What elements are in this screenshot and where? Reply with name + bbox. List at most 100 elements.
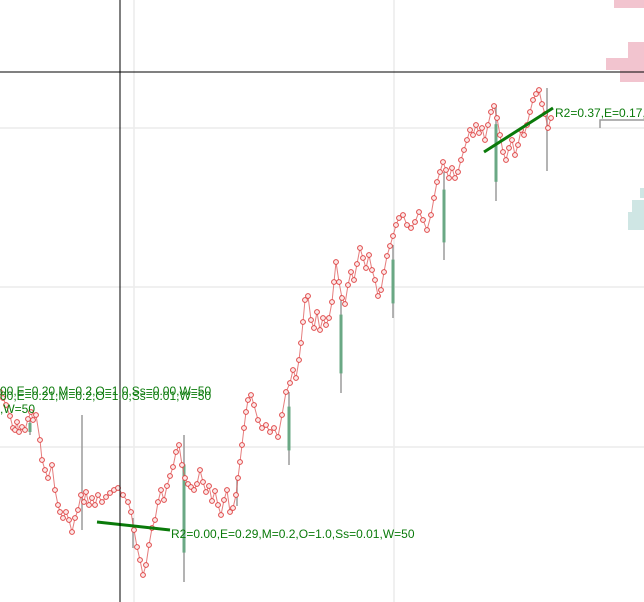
data-point bbox=[404, 222, 410, 228]
data-point bbox=[279, 412, 285, 418]
data-point bbox=[393, 222, 399, 228]
data-point bbox=[500, 149, 506, 155]
data-point bbox=[60, 515, 66, 521]
data-point bbox=[16, 429, 22, 435]
data-point bbox=[45, 475, 51, 481]
range-bar-body bbox=[287, 406, 291, 451]
data-point bbox=[209, 498, 215, 504]
data-point bbox=[360, 255, 366, 261]
data-point bbox=[107, 490, 113, 496]
data-point bbox=[125, 499, 131, 505]
data-point bbox=[86, 502, 92, 508]
data-point bbox=[351, 277, 357, 283]
range-bar-body bbox=[28, 423, 32, 432]
data-point bbox=[134, 544, 140, 550]
data-point bbox=[548, 115, 554, 121]
data-point bbox=[482, 137, 488, 143]
data-point bbox=[323, 322, 329, 328]
data-point bbox=[293, 375, 299, 381]
pink-block bbox=[628, 42, 644, 60]
pink-block bbox=[614, 0, 644, 8]
data-point bbox=[158, 487, 164, 493]
data-point bbox=[182, 475, 188, 481]
data-point bbox=[248, 392, 254, 398]
data-point bbox=[467, 127, 473, 133]
trend-lines bbox=[96, 106, 554, 532]
data-point bbox=[412, 219, 418, 225]
data-point bbox=[233, 492, 239, 498]
data-point bbox=[143, 562, 149, 568]
data-point bbox=[416, 209, 422, 215]
data-point bbox=[146, 542, 152, 548]
data-point bbox=[464, 137, 470, 143]
data-point bbox=[92, 502, 98, 508]
bracket-mark bbox=[599, 119, 644, 128]
data-point bbox=[255, 417, 261, 423]
data-point bbox=[63, 509, 69, 515]
data-point bbox=[200, 479, 206, 485]
data-point bbox=[326, 315, 332, 321]
data-point bbox=[396, 215, 402, 221]
data-point bbox=[506, 145, 512, 151]
data-point bbox=[308, 317, 314, 323]
data-point bbox=[235, 475, 241, 481]
data-point bbox=[533, 91, 539, 97]
data-point bbox=[271, 425, 277, 431]
data-point bbox=[329, 299, 335, 305]
teal-block bbox=[632, 200, 644, 212]
data-point bbox=[103, 494, 109, 500]
data-point bbox=[215, 502, 221, 508]
data-point bbox=[354, 261, 360, 267]
range-bars bbox=[28, 88, 548, 582]
teal-block bbox=[628, 212, 644, 230]
data-point bbox=[227, 509, 233, 515]
data-point bbox=[140, 572, 146, 578]
data-point bbox=[99, 499, 105, 505]
data-point bbox=[197, 467, 203, 473]
data-point bbox=[476, 130, 482, 136]
series-group bbox=[0, 87, 554, 578]
annotation-label: ,W=50 bbox=[0, 402, 35, 416]
data-point bbox=[239, 442, 245, 448]
data-point bbox=[39, 457, 45, 463]
data-point bbox=[170, 464, 176, 470]
data-point bbox=[155, 499, 161, 505]
data-point bbox=[530, 97, 536, 103]
data-point bbox=[218, 512, 224, 518]
data-point bbox=[302, 297, 308, 303]
data-point bbox=[152, 517, 158, 523]
data-point bbox=[55, 502, 61, 508]
data-point bbox=[81, 499, 87, 505]
data-point bbox=[375, 293, 381, 299]
data-point bbox=[194, 481, 200, 487]
data-point bbox=[3, 402, 9, 408]
data-point bbox=[49, 462, 55, 468]
data-point bbox=[230, 505, 236, 511]
data-point bbox=[251, 402, 257, 408]
data-point bbox=[164, 483, 170, 489]
data-point bbox=[245, 397, 251, 403]
data-point bbox=[470, 132, 476, 138]
data-point bbox=[342, 301, 348, 307]
data-point bbox=[509, 137, 515, 143]
data-point bbox=[283, 389, 289, 395]
data-point bbox=[191, 487, 197, 493]
data-point bbox=[320, 315, 326, 321]
data-point bbox=[527, 109, 533, 115]
range-bar-body bbox=[391, 259, 395, 304]
data-point bbox=[443, 167, 449, 173]
data-point bbox=[128, 509, 134, 515]
data-point bbox=[488, 109, 494, 115]
data-point bbox=[305, 293, 311, 299]
data-point bbox=[212, 488, 218, 494]
data-point bbox=[434, 179, 440, 185]
data-point bbox=[369, 267, 375, 273]
teal-block bbox=[640, 188, 644, 198]
data-point bbox=[37, 437, 43, 443]
data-point bbox=[345, 282, 351, 288]
data-point bbox=[390, 233, 396, 239]
data-point bbox=[206, 483, 212, 489]
data-point bbox=[57, 509, 63, 515]
data-point bbox=[7, 413, 13, 419]
